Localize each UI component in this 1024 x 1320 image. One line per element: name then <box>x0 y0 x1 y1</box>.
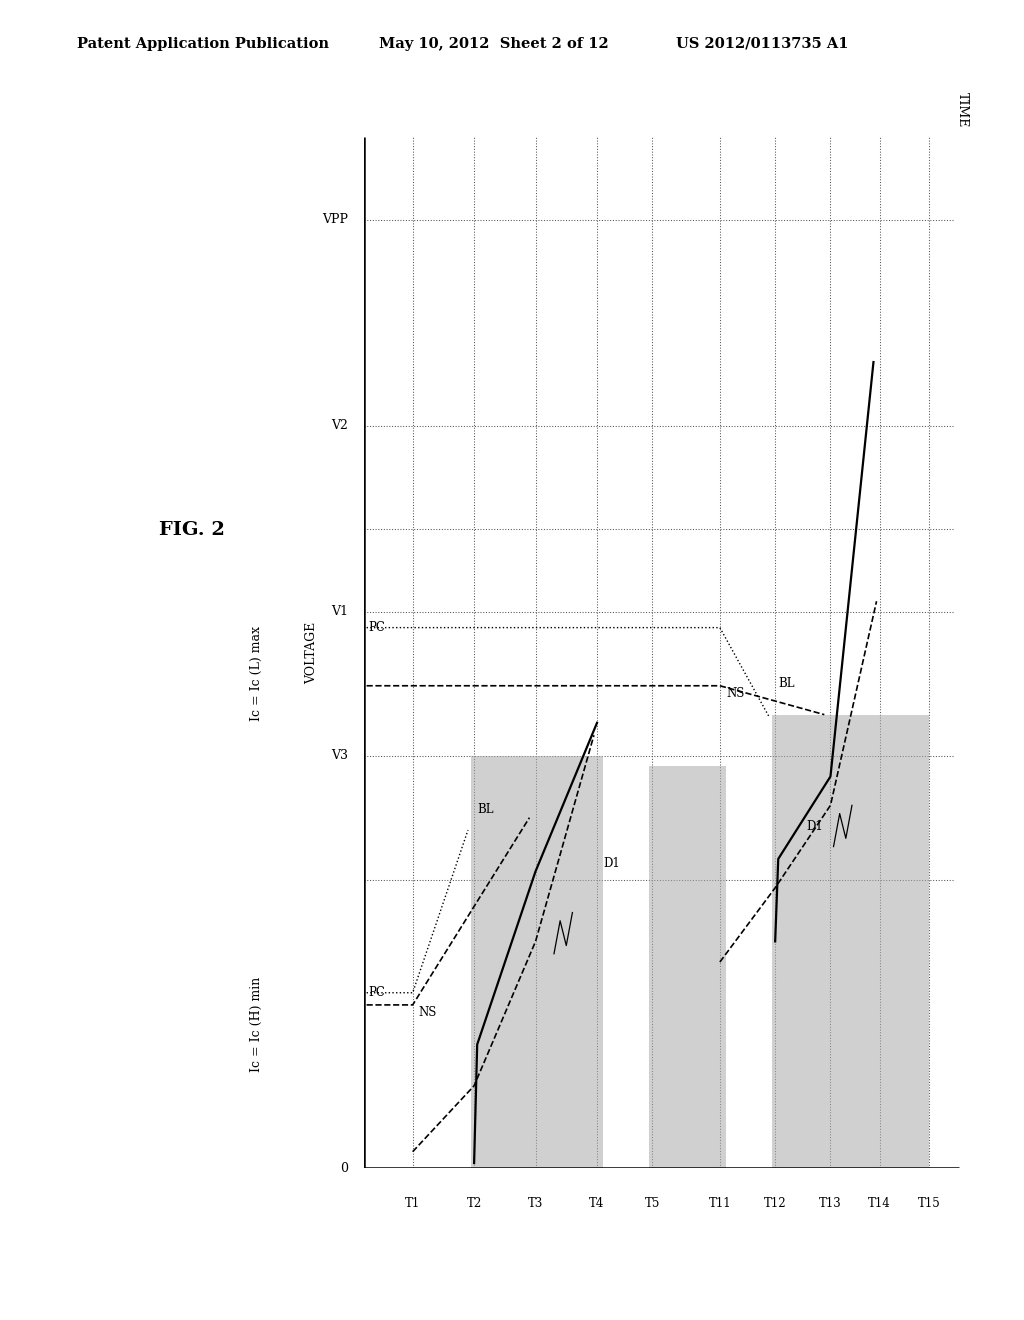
Text: T12: T12 <box>764 1197 786 1210</box>
Text: T1: T1 <box>406 1197 420 1210</box>
Text: May 10, 2012  Sheet 2 of 12: May 10, 2012 Sheet 2 of 12 <box>379 37 608 50</box>
Text: BL: BL <box>477 803 494 816</box>
Text: TIME: TIME <box>956 91 969 127</box>
Text: PC: PC <box>369 622 385 634</box>
Text: PC: PC <box>369 986 385 999</box>
Text: 0: 0 <box>340 1162 348 1175</box>
Text: FIG. 2: FIG. 2 <box>159 520 224 539</box>
Text: VOLTAGE: VOLTAGE <box>305 622 317 684</box>
Bar <box>772 714 929 1168</box>
Text: T11: T11 <box>709 1197 731 1210</box>
Text: T13: T13 <box>819 1197 842 1210</box>
Bar <box>649 766 726 1168</box>
Text: Ic = Ic (L) max: Ic = Ic (L) max <box>250 626 262 721</box>
Text: D1: D1 <box>603 857 620 870</box>
Text: V1: V1 <box>331 605 348 618</box>
Text: V2: V2 <box>332 420 348 433</box>
Text: Ic = Ic (H) min: Ic = Ic (H) min <box>250 977 262 1072</box>
Text: T2: T2 <box>467 1197 481 1210</box>
Bar <box>471 756 603 1168</box>
Text: T3: T3 <box>527 1197 544 1210</box>
Text: T15: T15 <box>918 1197 940 1210</box>
Text: T5: T5 <box>644 1197 660 1210</box>
Text: Patent Application Publication: Patent Application Publication <box>77 37 329 50</box>
Text: V3: V3 <box>331 750 348 763</box>
Text: NS: NS <box>419 1006 437 1019</box>
Text: BL: BL <box>778 677 795 690</box>
Text: NS: NS <box>726 686 744 700</box>
Text: D1: D1 <box>806 820 822 833</box>
Text: US 2012/0113735 A1: US 2012/0113735 A1 <box>676 37 848 50</box>
Text: T4: T4 <box>589 1197 605 1210</box>
Text: VPP: VPP <box>323 214 348 226</box>
Text: T14: T14 <box>868 1197 891 1210</box>
